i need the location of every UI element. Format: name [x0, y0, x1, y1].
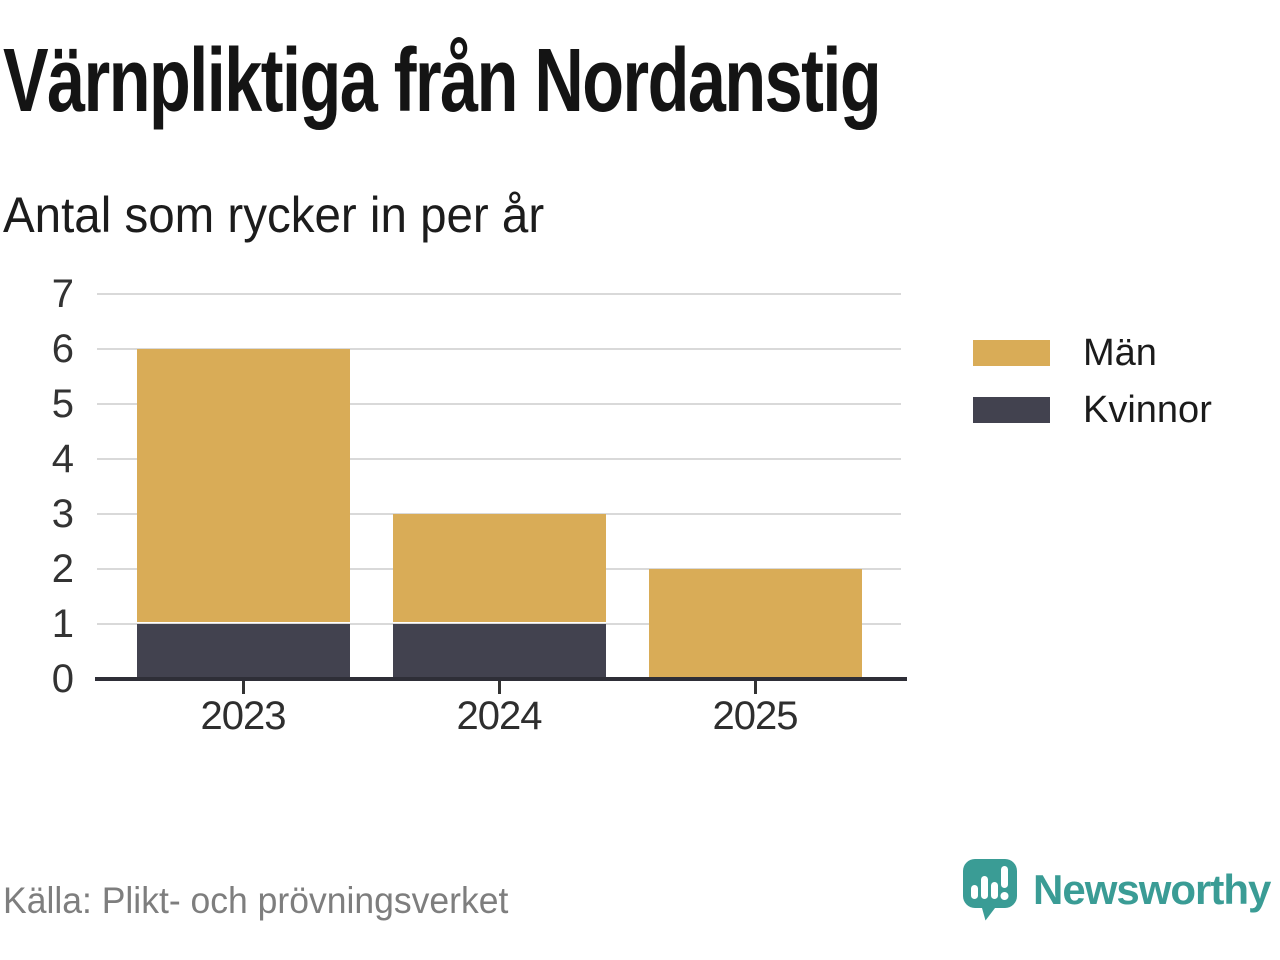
y-axis-tick-label: 4 — [51, 437, 74, 481]
x-axis-tick-label: 2023 — [200, 694, 287, 738]
bar-segment-kvinnor-2024 — [392, 624, 606, 677]
newsworthy-brand: Newsworthy — [962, 858, 1271, 922]
bar-segment-kvinnor-2023 — [136, 624, 350, 677]
legend-item-label: Kvinnor — [1083, 389, 1212, 431]
brand-wordmark: Newsworthy — [1033, 866, 1271, 913]
y-axis-tick-label: 7 — [51, 272, 74, 316]
gridline — [97, 293, 901, 295]
gridline — [97, 348, 901, 350]
chart-title: Värnpliktiga från Nordanstig — [3, 31, 882, 131]
legend-swatch — [973, 340, 1050, 366]
x-axis-tick-label: 2025 — [712, 694, 799, 738]
x-axis-tick — [497, 681, 501, 694]
legend-swatch — [973, 397, 1050, 423]
x-axis-line — [95, 677, 907, 681]
newsworthy-logo-icon — [963, 859, 1017, 921]
y-axis-tick-label: 5 — [51, 382, 74, 426]
source-note: Källa: Plikt- och prövningsverket — [3, 880, 509, 921]
gridline — [97, 403, 901, 405]
y-axis-tick-label: 2 — [51, 547, 74, 591]
gridline — [97, 458, 901, 460]
legend-item-män: Män — [973, 332, 1157, 374]
legend-item-kvinnor: Kvinnor — [973, 389, 1212, 431]
legend-item-label: Män — [1083, 332, 1157, 374]
y-axis-tick-label: 1 — [51, 602, 74, 646]
bar-segment-män-2024 — [392, 514, 606, 622]
bar-segment-män-2025 — [648, 569, 862, 677]
x-axis-tick — [241, 681, 245, 694]
y-axis-tick-label: 0 — [51, 657, 74, 701]
bar-segment-män-2023 — [136, 349, 350, 622]
y-axis-tick-label: 3 — [51, 492, 74, 536]
x-axis-tick — [753, 681, 757, 694]
x-axis-tick-label: 2024 — [456, 694, 543, 738]
y-axis-tick-label: 6 — [51, 327, 74, 371]
chart-subtitle: Antal som rycker in per år — [3, 187, 545, 243]
